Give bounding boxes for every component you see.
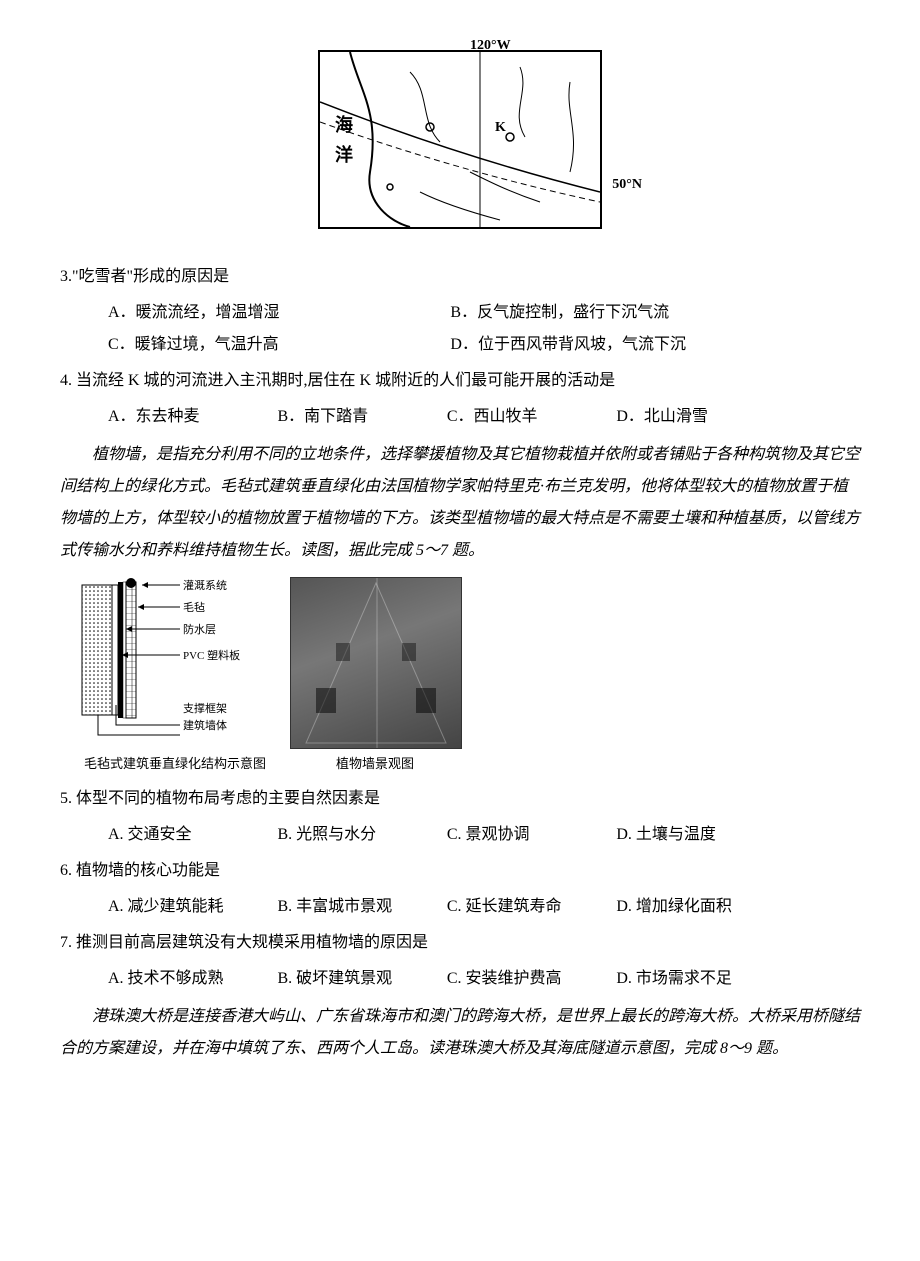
- q6-B: B. 丰富城市景观: [277, 891, 442, 923]
- plantwall-photo: [290, 577, 462, 749]
- q3-B: B．反气旋控制，盛行下沉气流: [450, 297, 788, 329]
- q7-options: A. 技术不够成熟 B. 破坏建筑景观 C. 安装维护费高 D. 市场需求不足: [60, 963, 860, 995]
- diagram-svg: 灌溉系统 毛毡 防水层 PVC 塑料板 支撑框架 建筑墙体: [80, 577, 270, 737]
- label-l5: 支撑框架: [183, 701, 227, 715]
- q7-C: C. 安装维护费高: [447, 963, 612, 995]
- figure-map: 120°W 50°N 海 洋 K: [60, 50, 860, 241]
- q6-A: A. 减少建筑能耗: [108, 891, 273, 923]
- map-box: 120°W 50°N 海 洋 K: [318, 50, 602, 229]
- label-l1: 灌溉系统: [183, 579, 227, 592]
- q3-options-row2: C．暖锋过境，气温升高 D．位于西风带背风坡，气流下沉: [60, 329, 860, 361]
- q3-options: A．暖流流经，增温增湿 B．反气旋控制，盛行下沉气流: [60, 297, 860, 329]
- lat-label: 50°N: [612, 171, 642, 199]
- caption-left: 毛毡式建筑垂直绿化结构示意图: [80, 751, 270, 777]
- figure-plantwall: 灌溉系统 毛毡 防水层 PVC 塑料板 支撑框架 建筑墙体 毛毡式建筑垂直绿化结…: [60, 577, 860, 777]
- q4-options: A．东去种麦 B．南下踏青 C．西山牧羊 D．北山滑雪: [60, 401, 860, 433]
- label-l3: 防水层: [183, 622, 216, 636]
- q4-C: C．西山牧羊: [447, 401, 612, 433]
- q4-B: B．南下踏青: [277, 401, 442, 433]
- q6-stem: 6. 植物墙的核心功能是: [60, 855, 860, 887]
- q3-D: D．位于西风带背风坡，气流下沉: [450, 329, 788, 361]
- q7-stem: 7. 推测目前高层建筑没有大规模采用植物墙的原因是: [60, 927, 860, 959]
- q5-D: D. 土壤与温度: [616, 819, 781, 851]
- photo-box: 植物墙景观图: [290, 577, 460, 777]
- q3-stem: 3."吃雪者"形成的原因是: [60, 261, 860, 293]
- q6-C: C. 延长建筑寿命: [447, 891, 612, 923]
- q3-A: A．暖流流经，增温增湿: [108, 297, 446, 329]
- q7-D: D. 市场需求不足: [616, 963, 781, 995]
- q5-options: A. 交通安全 B. 光照与水分 C. 景观协调 D. 土壤与温度: [60, 819, 860, 851]
- caption-right: 植物墙景观图: [290, 751, 460, 777]
- q5-stem: 5. 体型不同的植物布局考虑的主要自然因素是: [60, 783, 860, 815]
- q7-A: A. 技术不够成熟: [108, 963, 273, 995]
- q6-options: A. 减少建筑能耗 B. 丰富城市景观 C. 延长建筑寿命 D. 增加绿化面积: [60, 891, 860, 923]
- q4-A: A．东去种麦: [108, 401, 273, 433]
- q6-D: D. 增加绿化面积: [616, 891, 781, 923]
- q4-D: D．北山滑雪: [616, 401, 781, 433]
- q4-stem: 4. 当流经 K 城的河流进入主汛期时,居住在 K 城附近的人们最可能开展的活动…: [60, 365, 860, 397]
- passage-1: 植物墙，是指充分利用不同的立地条件，选择攀援植物及其它植物栽植并依附或者铺贴于各…: [60, 439, 860, 567]
- label-l2: 毛毡: [183, 601, 205, 614]
- q7-B: B. 破坏建筑景观: [277, 963, 442, 995]
- q5-A: A. 交通安全: [108, 819, 273, 851]
- q3-C: C．暖锋过境，气温升高: [108, 329, 446, 361]
- q5-C: C. 景观协调: [447, 819, 612, 851]
- label-l6: 建筑墙体: [183, 718, 227, 732]
- map-svg: [320, 52, 600, 227]
- label-l4: PVC 塑料板: [183, 648, 240, 662]
- diagram-box: 灌溉系统 毛毡 防水层 PVC 塑料板 支撑框架 建筑墙体 毛毡式建筑垂直绿化结…: [80, 577, 270, 777]
- q5-B: B. 光照与水分: [277, 819, 442, 851]
- passage-2: 港珠澳大桥是连接香港大屿山、广东省珠海市和澳门的跨海大桥，是世界上最长的跨海大桥…: [60, 1001, 860, 1065]
